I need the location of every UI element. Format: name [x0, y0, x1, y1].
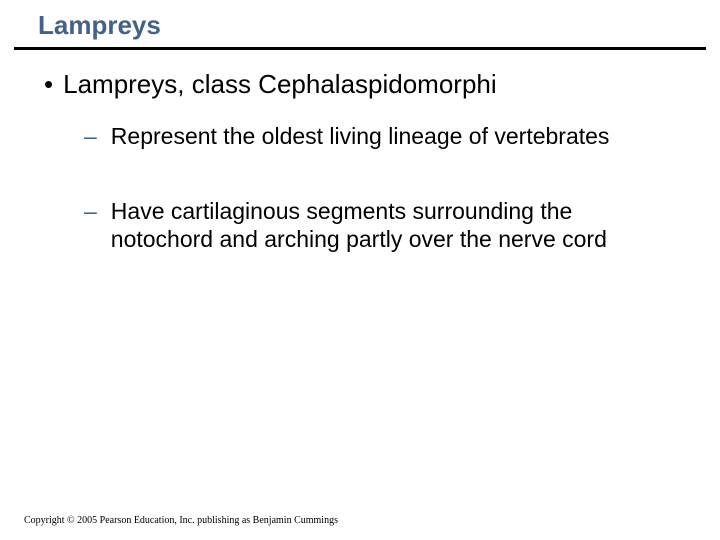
bullet-level1: • Lampreys, class Cephalaspidomorphi — [44, 68, 676, 101]
bullet-level2-item: – Represent the oldest living lineage of… — [84, 123, 676, 151]
dash-marker-icon: – — [84, 123, 97, 151]
slide-content: • Lampreys, class Cephalaspidomorphi – R… — [0, 50, 720, 253]
slide-title: Lampreys — [14, 0, 706, 50]
bullet-marker-l1: • — [44, 68, 53, 101]
dash-marker-icon: – — [84, 198, 97, 253]
bullet-text-l1: Lampreys, class Cephalaspidomorphi — [63, 68, 497, 101]
copyright-text: Copyright © 2005 Pearson Education, Inc.… — [24, 515, 338, 526]
bullet-level2-item: – Have cartilaginous segments surroundin… — [84, 198, 676, 253]
bullet-text-l2: Have cartilaginous segments surrounding … — [111, 198, 676, 253]
bullet-text-l2: Represent the oldest living lineage of v… — [111, 123, 610, 151]
